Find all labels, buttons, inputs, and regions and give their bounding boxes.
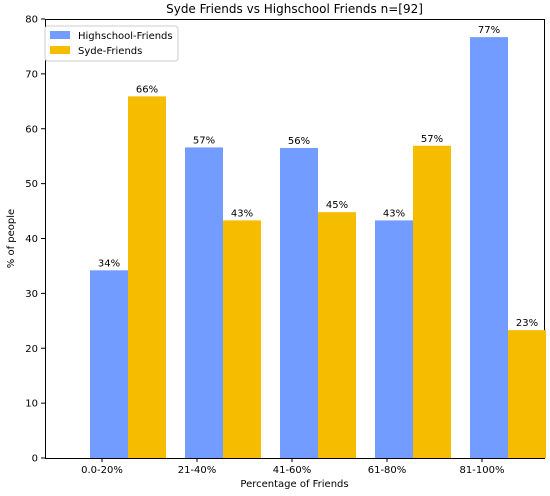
x-tick-label-1: 21-40% — [178, 465, 217, 476]
legend-swatch-highschool — [50, 31, 70, 39]
bar-highschool-3 — [375, 220, 413, 458]
legend-box — [44, 25, 179, 62]
bars-layer — [90, 37, 546, 459]
legend: Highschool-Friends Syde-Friends — [44, 25, 179, 62]
y-tick-label-7: 70 — [25, 69, 38, 80]
x-axis-title: Percentage of Friends — [240, 479, 348, 490]
bar-label-syde-3: 57% — [421, 134, 443, 145]
bar-labels-layer: 34% 66% 57% 43% 56% 45% 43% 57% 77% 23% — [98, 25, 538, 329]
bar-label-syde-1: 43% — [231, 208, 253, 219]
bar-label-syde-4: 23% — [516, 318, 538, 329]
y-tick-label-8: 80 — [25, 15, 38, 26]
y-axis: 0 10 20 30 40 50 60 70 80 — [25, 15, 45, 465]
legend-label-highschool: Highschool-Friends — [78, 31, 173, 42]
bar-highschool-2 — [280, 147, 318, 459]
y-tick-label-5: 50 — [25, 179, 38, 190]
chart-title: Syde Friends vs Highschool Friends n=[92… — [166, 2, 423, 16]
bar-label-syde-0: 66% — [136, 84, 158, 95]
bar-highschool-1 — [185, 147, 223, 458]
y-tick-label-6: 60 — [25, 124, 38, 135]
x-tick-label-3: 61-80% — [368, 465, 407, 476]
bar-label-highschool-0: 34% — [98, 258, 120, 269]
y-axis-title: % of people — [6, 209, 17, 268]
y-tick-label-3: 30 — [25, 289, 38, 300]
y-tick-label-4: 40 — [25, 234, 38, 245]
plot-frame — [45, 19, 545, 459]
x-axis: 0.0-20% 21-40% 41-60% 61-80% 81-100% — [81, 458, 504, 476]
bar-syde-1 — [223, 220, 261, 458]
y-tick-label-0: 0 — [32, 454, 38, 465]
bar-label-highschool-3: 43% — [383, 208, 405, 219]
bar-label-highschool-1: 57% — [193, 135, 215, 146]
bar-syde-0 — [128, 96, 166, 458]
bar-syde-3 — [413, 145, 451, 459]
bar-syde-4 — [508, 330, 546, 458]
y-tick-label-2: 20 — [25, 344, 38, 355]
bar-highschool-4 — [470, 37, 508, 458]
bar-label-highschool-2: 56% — [288, 136, 310, 147]
legend-swatch-syde — [50, 46, 70, 54]
bar-syde-2 — [318, 212, 356, 458]
y-tick-label-1: 10 — [25, 399, 38, 410]
x-tick-label-0: 0.0-20% — [81, 465, 123, 476]
x-tick-label-2: 41-60% — [273, 465, 312, 476]
bar-label-highschool-4: 77% — [478, 25, 500, 36]
x-tick-label-4: 81-100% — [460, 465, 505, 476]
bar-highschool-0 — [90, 270, 128, 458]
bar-label-syde-2: 45% — [326, 200, 348, 211]
legend-label-syde: Syde-Friends — [78, 46, 142, 57]
